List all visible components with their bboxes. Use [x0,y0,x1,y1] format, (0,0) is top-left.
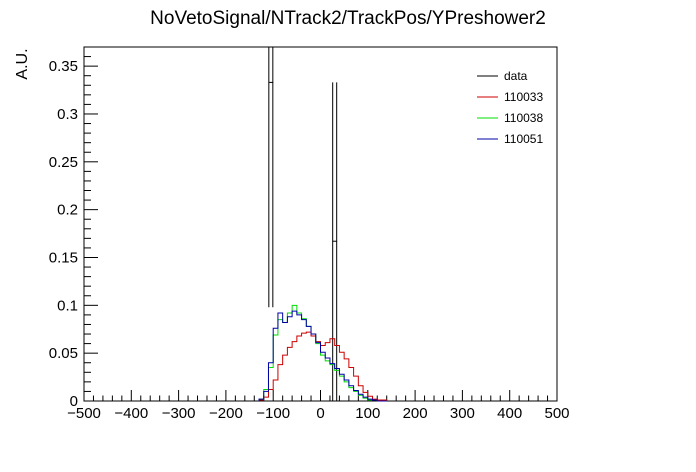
y-tick-label: 0.05 [49,345,78,362]
y-tick-label: 0.3 [57,106,78,123]
y-tick-label: 0.2 [57,202,78,219]
y-tick-label: 0.15 [49,249,78,266]
legend-label: 110038 [504,111,543,125]
x-tick-label: −300 [162,405,196,422]
y-tick-label: 0.35 [49,58,78,75]
x-tick-label: −500 [67,405,101,422]
x-tick-label: 200 [403,405,428,422]
y-axis-ticks [84,46,98,402]
x-tick-label: −400 [114,405,148,422]
data-point [332,82,338,401]
legend: data 110033 110038 110051 [477,69,543,146]
series-110051-step-line [258,310,387,402]
y-tick-label: 0.25 [49,154,78,171]
x-tick-label: 400 [497,405,522,422]
legend-label: 110033 [504,90,543,104]
x-tick-label: 500 [544,405,569,422]
x-axis-tick-labels: −500 −400 −300 −200 −100 0 100 200 300 400 500 [67,405,569,422]
y-tick-label: 0.1 [57,297,78,314]
x-tick-label: −100 [256,405,290,422]
x-tick-label: −200 [209,405,243,422]
legend-label: 110051 [504,132,543,146]
x-tick-label: 300 [450,405,475,422]
legend-label: data [504,69,528,83]
y-axis-label: A.U. [14,48,31,79]
y-tick-label: 0 [70,393,78,410]
chart-title: NoVetoSignal/NTrack2/TrackPos/YPreshower… [150,8,546,29]
data-point [268,47,274,308]
series-layer [258,47,388,402]
x-tick-label: 0 [316,405,324,422]
y-axis-tick-labels: 0 0.05 0.1 0.15 0.2 0.25 0.3 0.35 [49,58,78,410]
x-tick-label: 100 [355,405,380,422]
